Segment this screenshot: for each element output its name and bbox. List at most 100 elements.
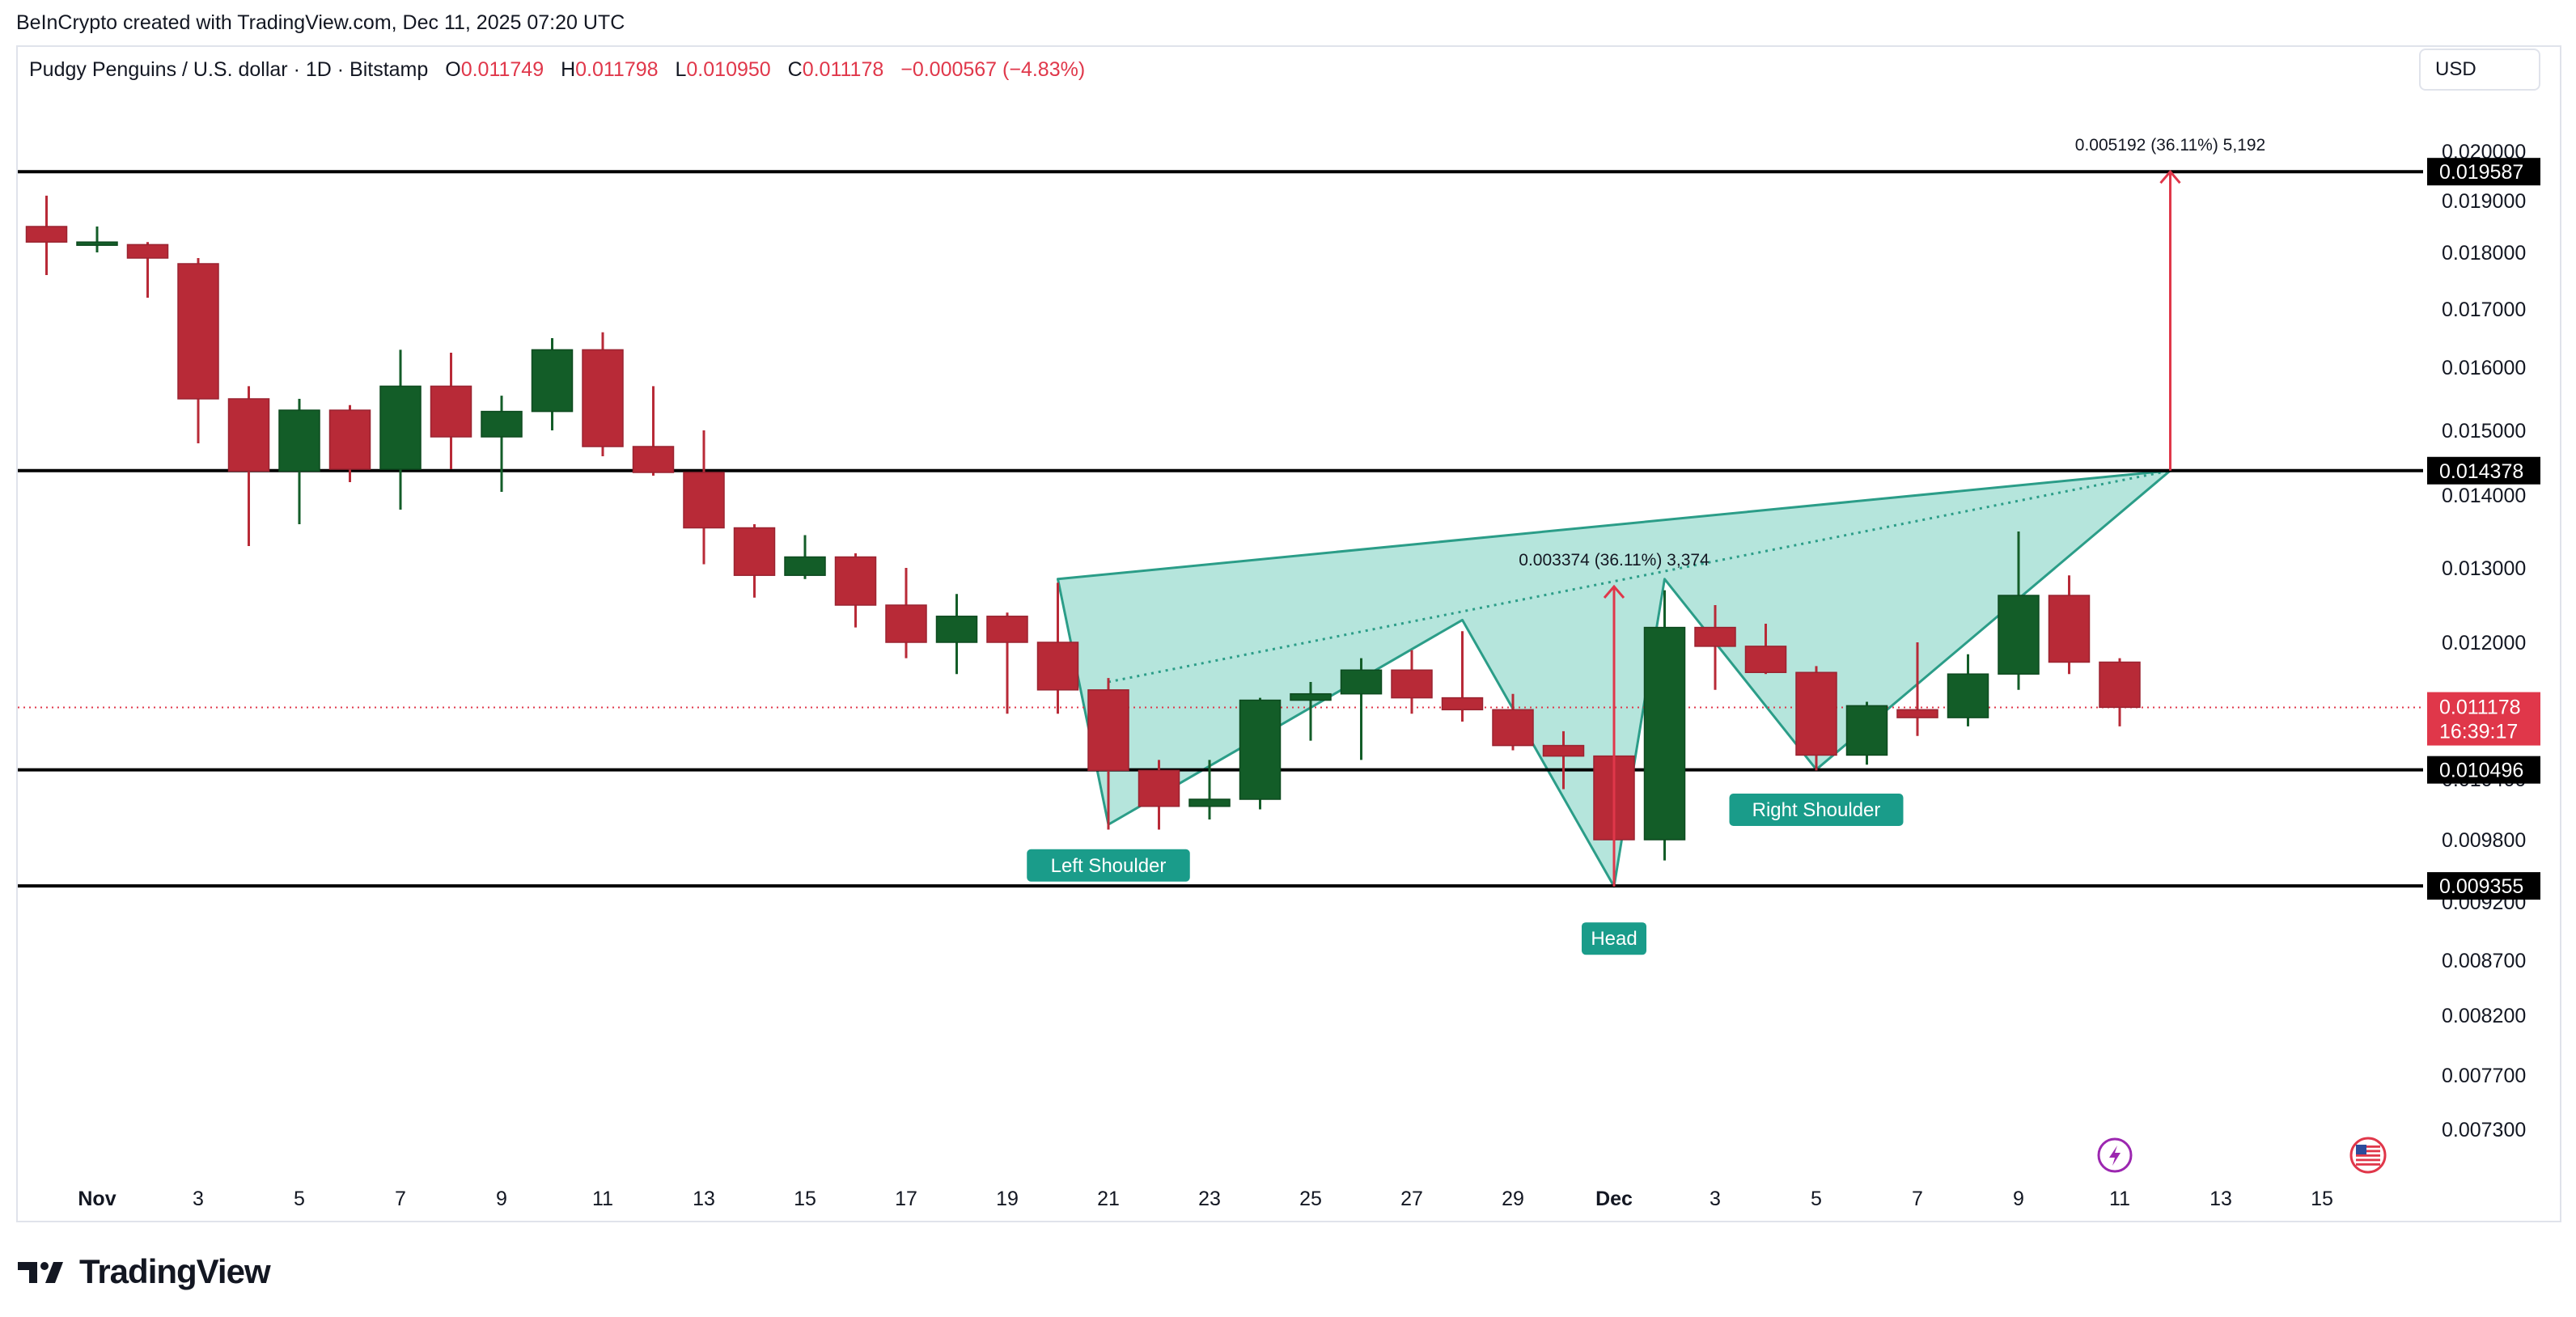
chart-frame <box>16 45 2561 1222</box>
pattern-label-bg <box>1582 922 1646 955</box>
candle-body <box>1845 705 1888 756</box>
measure-label: 0.003374 (36.11%) 3,374 <box>1519 551 1710 570</box>
candle-body <box>430 385 472 438</box>
x-tick-label: 3 <box>1710 1188 1721 1210</box>
level-badge-bg <box>2427 158 2540 186</box>
level-price-badge: 0.009355 <box>2427 872 2540 900</box>
candle-body <box>126 243 169 259</box>
candle-body <box>1998 595 2040 675</box>
level-badge-text: 0.010496 <box>2439 760 2523 782</box>
y-tick-label: 0.016000 <box>2442 357 2526 379</box>
x-tick-label: 7 <box>1912 1188 1923 1210</box>
high-value: 0.011798 <box>575 58 659 81</box>
candle-body <box>784 556 826 576</box>
pattern-label-bg <box>1729 794 1904 826</box>
x-tick-label: 5 <box>294 1188 305 1210</box>
symbol-title[interactable]: Pudgy Penguins / U.S. dollar · 1D · Bits… <box>29 58 429 81</box>
lightning-icon[interactable] <box>2097 1137 2133 1173</box>
measure-arrowhead <box>1603 584 1625 599</box>
symbol-legend[interactable]: Pudgy Penguins / U.S. dollar · 1D · Bits… <box>29 58 1085 82</box>
candle-body <box>227 398 270 472</box>
flag-stripe <box>2356 1150 2380 1153</box>
x-tick-label: 19 <box>996 1188 1019 1210</box>
x-tick-label: 7 <box>395 1188 406 1210</box>
candle-body <box>935 616 978 643</box>
candle <box>76 227 118 252</box>
candle <box>1290 682 1332 741</box>
candle-body <box>1441 697 1484 711</box>
candle <box>1896 642 1938 736</box>
candle-body <box>1795 671 1837 756</box>
flag-stripe <box>2356 1154 2380 1157</box>
current-price-text: 0.011178 <box>2439 697 2521 719</box>
y-tick-label: 0.015000 <box>2442 420 2526 443</box>
candle <box>177 258 219 443</box>
candle-body <box>1694 626 1736 647</box>
candle <box>1340 658 1383 760</box>
candle <box>683 430 725 565</box>
candle-body <box>1896 709 1938 718</box>
candle <box>1845 701 1888 765</box>
candle <box>379 349 422 510</box>
y-tick-label: 0.008700 <box>2442 950 2526 972</box>
candle-body <box>25 226 68 243</box>
x-tick-label: 9 <box>496 1188 507 1210</box>
candle-body <box>379 385 422 470</box>
x-tick-label: 29 <box>1502 1188 1524 1210</box>
candle-body <box>1643 626 1686 841</box>
candle <box>481 396 523 492</box>
candle-body <box>2048 595 2091 663</box>
candle-body <box>733 527 776 576</box>
candle-body <box>632 446 675 473</box>
candle-body <box>1036 642 1079 691</box>
open-value: 0.011749 <box>460 58 544 81</box>
y-tick-label: 0.014000 <box>2442 485 2526 507</box>
candle <box>430 353 472 469</box>
y-tick-label: 0.007300 <box>2442 1119 2526 1141</box>
candle <box>1542 730 1585 790</box>
candle-body <box>481 410 523 438</box>
candle <box>227 386 270 546</box>
level-badge-text: 0.019587 <box>2439 161 2523 184</box>
candle-body <box>1340 669 1383 695</box>
candle-body <box>1188 798 1231 807</box>
candle-body <box>834 556 877 606</box>
candle <box>1744 624 1787 675</box>
measure-label: 0.005192 (36.11%) 5,192 <box>2075 136 2265 155</box>
x-tick-label: 27 <box>1400 1188 1423 1210</box>
open-label: O <box>445 58 461 81</box>
candle <box>784 535 826 579</box>
pattern-label: Left Shoulder <box>1027 849 1190 882</box>
candle <box>1694 605 1736 690</box>
candle <box>25 195 68 275</box>
candle <box>582 332 624 456</box>
candle <box>834 553 877 628</box>
candle <box>632 386 675 476</box>
candle-body <box>531 349 574 413</box>
measure-arrowhead <box>2159 169 2181 184</box>
x-tick-label: 13 <box>693 1188 715 1210</box>
candle <box>2099 658 2141 726</box>
candle <box>328 404 371 482</box>
level-badge-text: 0.014378 <box>2439 460 2523 483</box>
candle-body <box>986 616 1028 643</box>
us-flag-icon[interactable] <box>2349 1137 2387 1174</box>
candle-body <box>1744 646 1787 673</box>
level-price-badge: 0.010496 <box>2427 756 2540 784</box>
candle <box>986 612 1028 714</box>
x-tick-label: 3 <box>193 1188 204 1210</box>
candle <box>1492 693 1534 751</box>
candle <box>733 524 776 598</box>
tradingview-logo[interactable]: TradingView <box>18 1252 271 1291</box>
level-price-badge: 0.014378 <box>2427 456 2540 485</box>
currency-button[interactable]: USD <box>2419 49 2540 91</box>
x-tick-label: 25 <box>1299 1188 1322 1210</box>
candle-body <box>582 349 624 447</box>
candle <box>1441 631 1484 722</box>
candle-body <box>1391 669 1433 699</box>
candle <box>1998 531 2040 690</box>
candle <box>1391 650 1433 714</box>
y-tick-label: 0.007700 <box>2442 1065 2526 1087</box>
